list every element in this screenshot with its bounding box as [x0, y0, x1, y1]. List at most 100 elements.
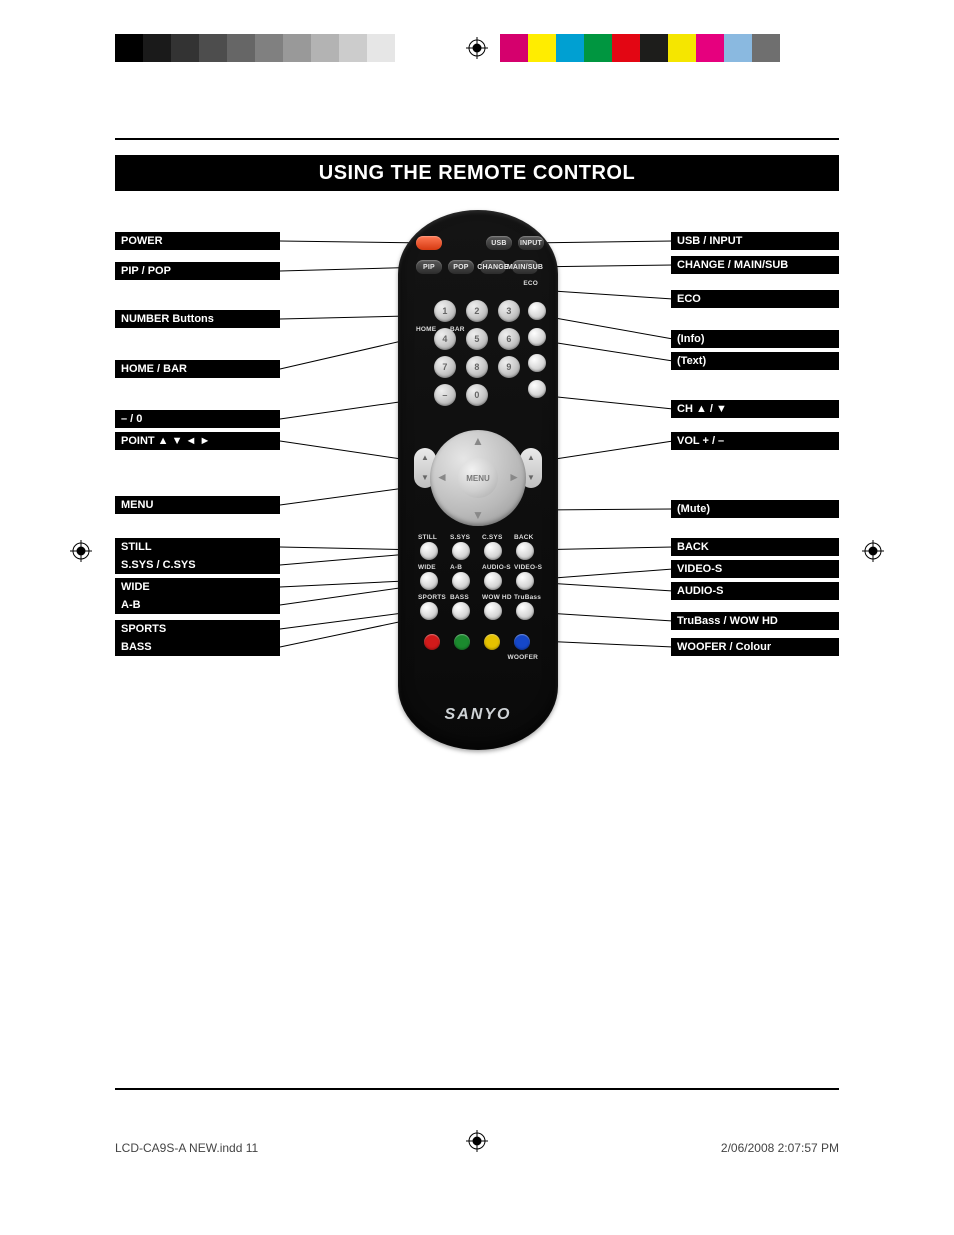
- home-label: HOME: [416, 326, 436, 333]
- up-icon: ▲: [527, 454, 535, 462]
- brand-logo: SANYO: [398, 706, 558, 724]
- callout-label: AUDIO-S: [671, 582, 839, 600]
- arrow-left-icon: ◄: [436, 470, 448, 484]
- numpad-–-button[interactable]: –: [434, 384, 456, 406]
- down-icon: ▼: [421, 474, 429, 482]
- footer-file: LCD-CA9S-A NEW.indd 11: [115, 1141, 258, 1155]
- wowhd-button[interactable]: [484, 602, 502, 620]
- INPUT-button[interactable]: INPUT: [518, 236, 544, 250]
- ab-button[interactable]: [452, 572, 470, 590]
- callout-label: – / 0: [115, 410, 280, 428]
- power-button[interactable]: [416, 236, 442, 250]
- videos-button[interactable]: [516, 572, 534, 590]
- callout-label: BASS: [115, 638, 280, 656]
- callout-label: WIDE: [115, 578, 280, 596]
- dpad[interactable]: MENU ▲ ▼ ◄ ►: [430, 430, 526, 526]
- callout-label: (Text): [671, 352, 839, 370]
- callout-label: POWER: [115, 232, 280, 250]
- callout-label: HOME / BAR: [115, 360, 280, 378]
- callout-label: STILL: [115, 538, 280, 556]
- btn-label: A-B: [450, 564, 462, 571]
- color-dot-blue-button[interactable]: [514, 634, 530, 650]
- menu-button[interactable]: MENU: [458, 458, 498, 498]
- side-mini-3-button[interactable]: [528, 380, 546, 398]
- callout-label: CH ▲ / ▼: [671, 400, 839, 418]
- callout-label: (Info): [671, 330, 839, 348]
- footer-timestamp: 2/06/2008 2:07:57 PM: [721, 1141, 839, 1155]
- numpad-5-button[interactable]: 5: [466, 328, 488, 350]
- callout-label: MENU: [115, 496, 280, 514]
- numpad-6-button[interactable]: 6: [498, 328, 520, 350]
- pip-button[interactable]: PIP: [416, 260, 442, 274]
- mainsub-button[interactable]: MAIN/SUB: [512, 260, 538, 274]
- btn-label: TruBass: [514, 594, 541, 601]
- side-mini-0-button[interactable]: [528, 302, 546, 320]
- USB-button[interactable]: USB: [486, 236, 512, 250]
- section-title: USING THE REMOTE CONTROL: [115, 155, 839, 191]
- callout-label: (Mute): [671, 500, 839, 518]
- numpad-1-button[interactable]: 1: [434, 300, 456, 322]
- side-mini-2-button[interactable]: [528, 354, 546, 372]
- callout-label: VOL + / –: [671, 432, 839, 450]
- numpad-8-button[interactable]: 8: [466, 356, 488, 378]
- csys-button[interactable]: [484, 542, 502, 560]
- bar-label: BAR: [450, 326, 465, 333]
- callout-label: CHANGE / MAIN/SUB: [671, 256, 839, 274]
- btn-label: VIDEO-S: [514, 564, 542, 571]
- callout-label: TruBass / WOW HD: [671, 612, 839, 630]
- registration-mark-icon: [466, 37, 488, 59]
- pop-button[interactable]: POP: [448, 260, 474, 274]
- btn-label: C.SYS: [482, 534, 503, 541]
- callout-label: BACK: [671, 538, 839, 556]
- registration-mark-icon: [70, 540, 92, 562]
- btn-label: WIDE: [418, 564, 436, 571]
- sports-button[interactable]: [420, 602, 438, 620]
- trubass-button[interactable]: [516, 602, 534, 620]
- remote-control: USBINPUT PIPPOPCHANGEMAIN/SUB ECO 123456…: [398, 210, 558, 750]
- callout-label: VIDEO-S: [671, 560, 839, 578]
- change-button[interactable]: CHANGE: [480, 260, 506, 274]
- callout-label: S.SYS / C.SYS: [115, 556, 280, 574]
- callout-label: ECO: [671, 290, 839, 308]
- btn-label: BACK: [514, 534, 534, 541]
- remote-diagram: POWERPIP / POPNUMBER ButtonsHOME / BAR– …: [115, 200, 839, 770]
- callout-label: NUMBER Buttons: [115, 310, 280, 328]
- woofer-label: WOOFER: [508, 654, 538, 661]
- color-dot-red-button[interactable]: [424, 634, 440, 650]
- registration-mark-icon: [862, 540, 884, 562]
- audios-button[interactable]: [484, 572, 502, 590]
- numpad-3-button[interactable]: 3: [498, 300, 520, 322]
- down-icon: ▼: [527, 474, 535, 482]
- print-footer: LCD-CA9S-A NEW.indd 11 2/06/2008 2:07:57…: [115, 1141, 839, 1155]
- btn-label: BASS: [450, 594, 469, 601]
- page: USING THE REMOTE CONTROL POWERPIP / POPN…: [0, 0, 954, 1235]
- ssys-button[interactable]: [452, 542, 470, 560]
- color-dot-yellow-button[interactable]: [484, 634, 500, 650]
- wide-button[interactable]: [420, 572, 438, 590]
- numpad-2-button[interactable]: 2: [466, 300, 488, 322]
- btn-label: S.SYS: [450, 534, 470, 541]
- eco-label: ECO: [523, 280, 538, 287]
- callout-label: WOOFER / Colour: [671, 638, 839, 656]
- callout-label: POINT ▲ ▼ ◄ ►: [115, 432, 280, 450]
- callout-label: SPORTS: [115, 620, 280, 638]
- color-dot-green-button[interactable]: [454, 634, 470, 650]
- color-registration-bar: [500, 34, 780, 62]
- btn-label: WOW HD: [482, 594, 512, 601]
- arrow-up-icon: ▲: [472, 434, 484, 448]
- numpad-9-button[interactable]: 9: [498, 356, 520, 378]
- still-button[interactable]: [420, 542, 438, 560]
- rule-bottom: [115, 1088, 839, 1090]
- side-mini-1-button[interactable]: [528, 328, 546, 346]
- btn-label: AUDIO-S: [482, 564, 511, 571]
- btn-label: STILL: [418, 534, 437, 541]
- numpad-7-button[interactable]: 7: [434, 356, 456, 378]
- callout-label: A-B: [115, 596, 280, 614]
- numpad-0-button[interactable]: 0: [466, 384, 488, 406]
- btn-label: SPORTS: [418, 594, 446, 601]
- up-icon: ▲: [421, 454, 429, 462]
- arrow-down-icon: ▼: [472, 508, 484, 522]
- back-button[interactable]: [516, 542, 534, 560]
- arrow-right-icon: ►: [508, 470, 520, 484]
- bass-button[interactable]: [452, 602, 470, 620]
